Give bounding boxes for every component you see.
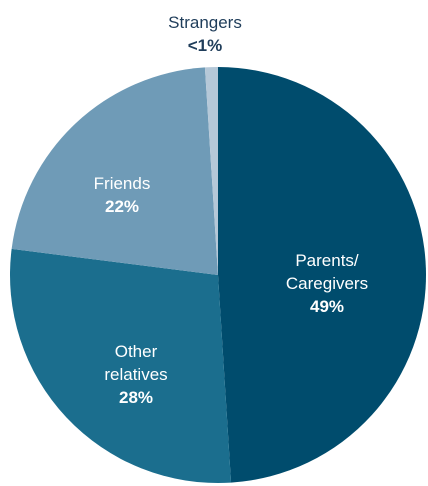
- slice-label-line: Strangers: [168, 13, 242, 32]
- slice-label-line: relatives: [104, 365, 167, 384]
- slice-value-label: 28%: [119, 388, 153, 407]
- slice-value-label: 49%: [310, 297, 344, 316]
- slice-label-line: Parents/: [295, 251, 359, 270]
- slice-label-2: Friends 22%: [94, 174, 151, 216]
- slice-label-1: Other relatives 28%: [104, 342, 167, 407]
- slice-value-label: <1%: [188, 36, 223, 55]
- slice-label-3: Strangers <1%: [168, 13, 242, 55]
- pie-slice-1: [10, 248, 232, 483]
- slice-label-line: Other: [115, 342, 158, 361]
- pie-slice-0: [218, 67, 427, 483]
- slice-label-line: Friends: [94, 174, 151, 193]
- pie-labels: Parents/Caregivers 49% Other relatives 28% Fr…: [94, 13, 368, 407]
- slice-label-line: Caregivers: [286, 274, 368, 293]
- slice-value-label: 22%: [105, 197, 139, 216]
- pie-slice-3: [204, 67, 218, 275]
- slice-label-0: Parents/Caregivers 49%: [286, 251, 368, 316]
- pie-slice-2: [11, 67, 219, 276]
- pie-slices: [10, 67, 427, 483]
